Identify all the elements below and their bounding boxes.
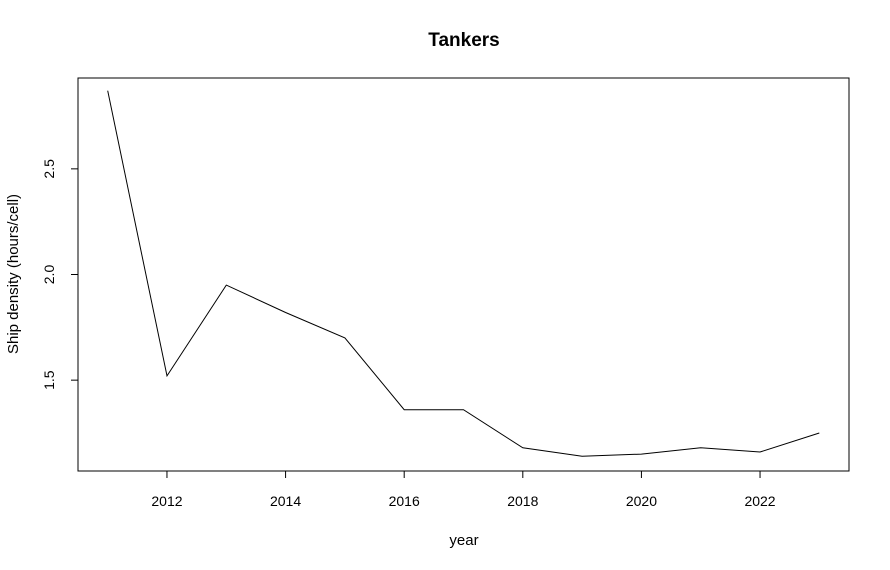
y-tick-label: 2.5 bbox=[41, 159, 57, 179]
x-axis: 2012 2014 2016 2018 2020 2022 bbox=[151, 470, 776, 509]
y-axis-label: Ship density (hours/cell) bbox=[5, 194, 22, 354]
data-points bbox=[107, 90, 821, 458]
chart-title: Tankers bbox=[428, 30, 499, 51]
x-tick-label: 2018 bbox=[507, 493, 538, 509]
x-tick-label: 2014 bbox=[270, 493, 301, 509]
x-tick-label: 2012 bbox=[151, 493, 182, 509]
x-axis-label: year bbox=[449, 532, 478, 549]
series-line bbox=[107, 90, 820, 457]
y-tick-label: 1.5 bbox=[41, 370, 57, 390]
plot-area-frame bbox=[77, 77, 850, 472]
y-tick-label: 2.0 bbox=[41, 265, 57, 285]
y-axis: 1.5 2.0 2.5 bbox=[41, 159, 79, 390]
x-tick-label: 2020 bbox=[626, 493, 657, 509]
x-tick-label: 2022 bbox=[744, 493, 775, 509]
x-tick-label: 2016 bbox=[389, 493, 420, 509]
